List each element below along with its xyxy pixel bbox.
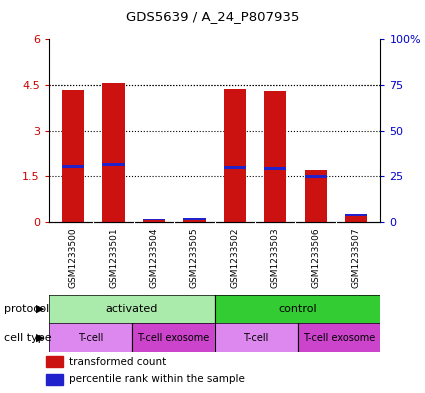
Text: GSM1233500: GSM1233500 <box>68 228 78 288</box>
Bar <box>183 218 206 220</box>
Bar <box>264 91 286 222</box>
Bar <box>132 323 215 352</box>
Bar <box>183 219 206 222</box>
Text: GSM1233507: GSM1233507 <box>351 228 361 288</box>
Bar <box>305 170 327 222</box>
Bar <box>49 295 215 323</box>
Bar <box>345 214 367 216</box>
Text: cell type: cell type <box>4 333 52 343</box>
Text: GSM1233502: GSM1233502 <box>230 228 239 288</box>
Text: ▶: ▶ <box>36 304 45 314</box>
Text: T-cell exosome: T-cell exosome <box>303 333 375 343</box>
Text: GSM1233501: GSM1233501 <box>109 228 118 288</box>
Bar <box>298 323 380 352</box>
Text: T-cell exosome: T-cell exosome <box>137 333 209 343</box>
Text: activated: activated <box>105 304 158 314</box>
Bar <box>345 213 367 222</box>
Text: percentile rank within the sample: percentile rank within the sample <box>69 375 244 384</box>
Bar <box>224 89 246 222</box>
Text: control: control <box>278 304 317 314</box>
Bar <box>46 356 63 367</box>
Text: GSM1233503: GSM1233503 <box>271 228 280 288</box>
Text: transformed count: transformed count <box>69 357 166 367</box>
Text: GSM1233506: GSM1233506 <box>311 228 320 288</box>
Bar <box>46 374 63 385</box>
Bar <box>102 163 125 166</box>
Text: T-cell: T-cell <box>244 333 269 343</box>
Text: ▶: ▶ <box>36 333 45 343</box>
Bar <box>62 165 84 168</box>
Bar <box>62 90 84 222</box>
Bar <box>264 167 286 170</box>
Bar <box>143 219 165 222</box>
Bar <box>215 323 298 352</box>
Bar <box>305 175 327 178</box>
Bar <box>49 323 132 352</box>
Bar <box>143 219 165 220</box>
Bar <box>215 295 380 323</box>
Bar <box>102 83 125 222</box>
Text: GSM1233505: GSM1233505 <box>190 228 199 288</box>
Text: GSM1233504: GSM1233504 <box>150 228 159 288</box>
Text: protocol: protocol <box>4 304 49 314</box>
Bar <box>224 166 246 169</box>
Text: GDS5639 / A_24_P807935: GDS5639 / A_24_P807935 <box>126 10 299 23</box>
Text: T-cell: T-cell <box>78 333 103 343</box>
